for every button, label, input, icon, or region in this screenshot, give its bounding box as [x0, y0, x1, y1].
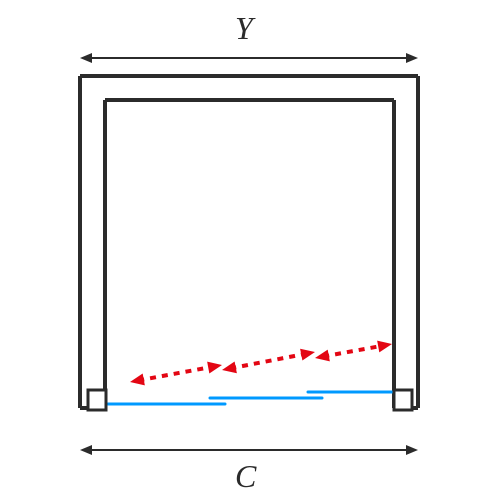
dimension-label-bottom: C [235, 458, 256, 495]
dimension-label-top: Y [235, 10, 253, 47]
diagram-canvas: Y C [0, 0, 500, 500]
diagram-svg [0, 0, 500, 500]
